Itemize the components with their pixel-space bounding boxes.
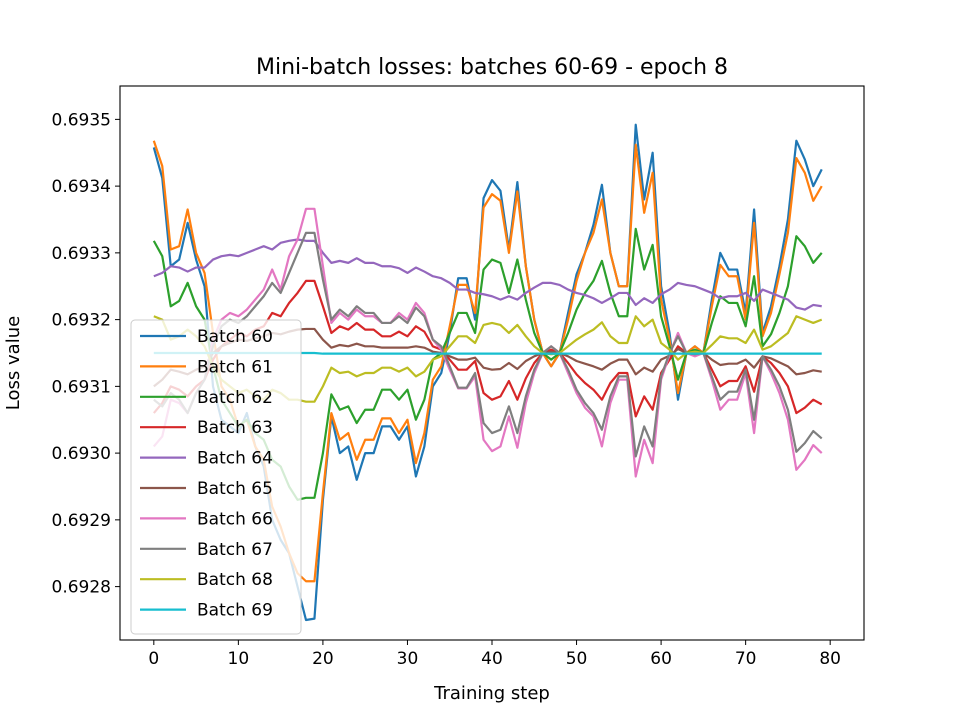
legend-label: Batch 67 [197, 540, 273, 560]
x-tick-label: 10 [228, 649, 250, 669]
x-axis-ticks: 0 10 20 30 40 50 60 70 80 [148, 640, 841, 669]
legend-label: Batch 60 [197, 327, 273, 347]
y-tick-label: 0.6933 [52, 244, 111, 264]
x-tick-label: 30 [397, 649, 419, 669]
y-tick-label: 0.6930 [52, 444, 111, 464]
y-tick-label: 0.6928 [52, 578, 111, 598]
legend-label: Batch 64 [197, 449, 273, 469]
y-tick-label: 0.6935 [52, 110, 111, 130]
legend: Batch 60 Batch 61 Batch 62 Batch 63 Batch 64… [130, 319, 302, 635]
y-tick-label: 0.6931 [52, 377, 111, 397]
series-line-batch-64 [153, 238, 822, 311]
legend-label: Batch 61 [197, 357, 273, 377]
x-tick-label: 60 [650, 649, 672, 669]
legend-label: Batch 63 [197, 418, 273, 438]
y-tick-label: 0.6929 [52, 511, 111, 531]
y-axis-label: Loss value [3, 316, 24, 410]
y-axis-ticks: 0.6928 0.6929 0.6930 0.6931 0.6932 0.6933 0.69… [52, 110, 120, 598]
x-tick-label: 20 [312, 649, 334, 669]
legend-label: Batch 62 [197, 388, 273, 408]
legend-label: Batch 69 [197, 601, 273, 621]
x-tick-label: 0 [148, 649, 159, 669]
x-tick-label: 50 [566, 649, 588, 669]
plot-frame [119, 85, 865, 641]
y-tick-label: 0.6934 [52, 177, 111, 197]
legend-label: Batch 68 [197, 570, 273, 590]
x-tick-label: 40 [481, 649, 503, 669]
series-line-batch-67 [153, 231, 823, 458]
x-tick-label: 80 [819, 649, 841, 669]
chart-title: Mini-batch losses: batches 60-69 - epoch… [256, 55, 728, 80]
x-tick-label: 70 [735, 649, 757, 669]
y-tick-label: 0.6932 [52, 311, 111, 331]
x-axis-label: Training step [433, 683, 550, 704]
legend-label: Batch 66 [197, 509, 273, 529]
legend-label: Batch 65 [197, 479, 273, 499]
legend-box [130, 319, 302, 635]
